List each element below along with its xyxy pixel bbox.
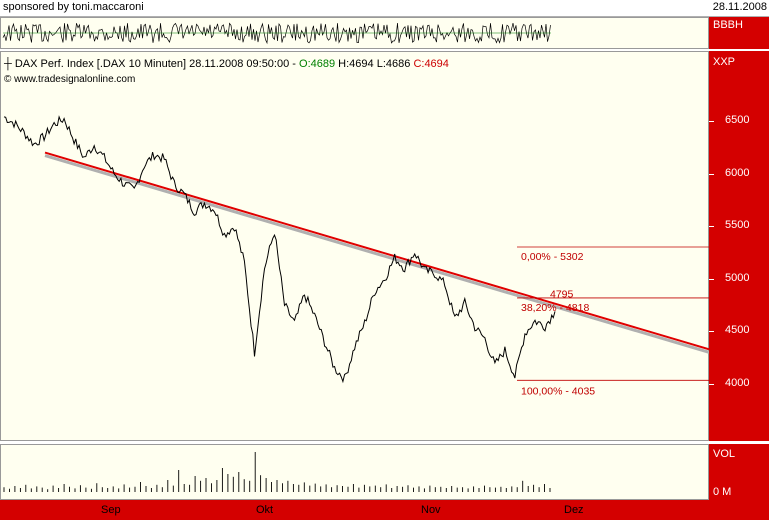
indicator-axis: BBBH: [709, 17, 769, 49]
price-tick-label: 4500: [725, 324, 750, 337]
top-date: 28.11.2008: [712, 1, 767, 13]
axis-symbol: XXP: [713, 56, 736, 68]
price-axis: XXP 6500 6000 5500 5000 4500 4000: [709, 51, 769, 441]
price-tick-mark: [709, 173, 714, 175]
price-header: ┼ DAX Perf. Index [.DAX 10 Minuten] 28.1…: [4, 58, 449, 70]
volume-label: VOL: [713, 448, 736, 460]
indicator-line: [2, 22, 551, 45]
indicator-plot: [2, 22, 551, 45]
price-tick-label: 4000: [725, 377, 750, 389]
fib-label-4795: 4795: [550, 288, 574, 300]
trendline-shadow: [44, 154, 709, 354]
month-label-sep: Sep: [101, 504, 121, 516]
close-value: C:4694: [413, 58, 449, 70]
price-tick-label: 5500: [725, 219, 750, 232]
volume-axis: VOL 0 M: [709, 444, 769, 500]
price-tick-mark: [709, 384, 714, 385]
copyright-icon: ©: [4, 74, 15, 85]
high-value: H:4694: [338, 58, 374, 70]
month-label-okt: Okt: [256, 504, 274, 516]
price-tick-mark: [709, 278, 714, 280]
month-label-dez: Dez: [564, 504, 584, 516]
top-bar: [0, 0, 769, 17]
indicator-panel: [0, 17, 709, 49]
price-tick-mark: [709, 121, 714, 122]
fib-label-38: 38,20% - 4818: [521, 302, 589, 314]
website-text: www.tradesignalonline.com: [14, 74, 136, 85]
sponsor-text: sponsored by toni.maccaroni: [3, 1, 144, 13]
website-label: © www.tradesignalonline.com: [4, 74, 135, 85]
crosshair-icon: ┼: [4, 58, 15, 70]
trendline: [44, 151, 709, 351]
price-tick-label: 6500: [725, 114, 750, 126]
fib-label-100: 100,00% - 4035: [521, 385, 595, 397]
volume-zero-label: 0 M: [713, 486, 732, 498]
price-chart: 0,00% - 5302 38,20% - 4818 100,00% - 4035 4…: [3, 115, 709, 397]
price-tick-label: 6000: [725, 166, 750, 179]
fib-label-0: 0,00% - 5302: [521, 251, 584, 263]
volume-chart: [3, 452, 551, 492]
price-header-prefix: DAX Perf. Index [.DAX 10 Minuten] 28.11.…: [14, 58, 296, 70]
price-tick-mark: [709, 226, 714, 228]
indicator-label: BBBH: [713, 19, 743, 31]
month-label-nov: Nov: [421, 504, 441, 516]
low-value: L:4686: [376, 58, 411, 70]
open-value: O:4689: [299, 58, 336, 70]
volume-panel: [0, 444, 709, 500]
price-tick-mark: [709, 331, 714, 333]
time-axis: Sep Okt Nov Dez: [0, 500, 769, 520]
price-tick-label: 5000: [725, 271, 750, 284]
price-series-line: [3, 115, 556, 384]
